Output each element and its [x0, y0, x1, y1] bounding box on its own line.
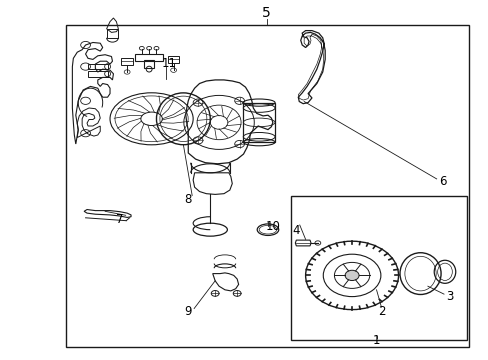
- Text: 8: 8: [184, 193, 192, 206]
- Bar: [88, 64, 107, 69]
- Text: 5: 5: [262, 6, 270, 19]
- Text: 2: 2: [377, 305, 385, 318]
- Text: 3: 3: [445, 291, 453, 303]
- Bar: [290, 196, 466, 340]
- Text: 4: 4: [291, 224, 299, 237]
- Text: 11: 11: [161, 57, 176, 69]
- Ellipse shape: [345, 270, 358, 280]
- Bar: [121, 58, 133, 65]
- Bar: [135, 54, 163, 61]
- Bar: [66, 25, 468, 347]
- Text: 7: 7: [116, 213, 123, 226]
- Text: 9: 9: [184, 305, 192, 318]
- Text: 10: 10: [265, 220, 280, 233]
- Bar: [106, 29, 118, 38]
- Bar: [243, 103, 274, 142]
- Bar: [167, 56, 179, 63]
- Bar: [144, 60, 154, 68]
- Text: 1: 1: [372, 334, 380, 347]
- Bar: [88, 71, 107, 77]
- Text: 6: 6: [438, 175, 446, 188]
